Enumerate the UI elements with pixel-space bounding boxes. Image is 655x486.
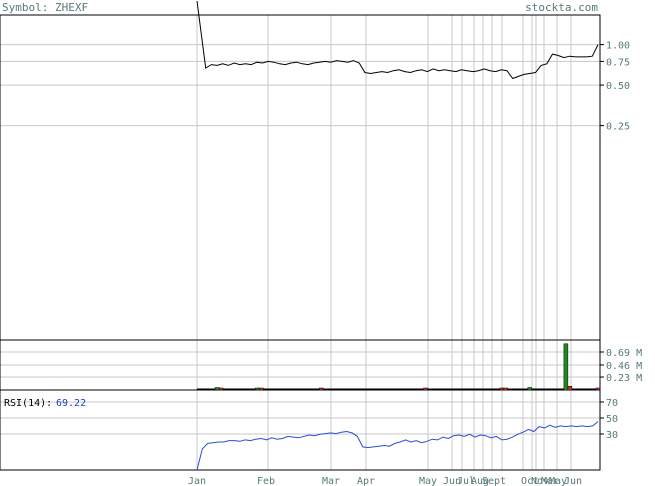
volume-bar — [595, 387, 601, 391]
price-tick-label: 0.50 — [606, 81, 630, 92]
volume-bar — [563, 343, 569, 391]
x-tick-label: Jun — [564, 476, 582, 486]
volume-bar — [503, 387, 509, 391]
price-tick-label: 0.75 — [606, 57, 630, 68]
volume-tick-label: 0.69 M — [606, 348, 642, 359]
x-tick-label: Oct — [521, 476, 539, 486]
rsi-tick-label: 50 — [606, 414, 618, 425]
volume-bar — [218, 387, 224, 391]
volume-axis: 0.69 M 0.46 M0.23 M — [600, 348, 642, 384]
volume-bar — [214, 387, 220, 391]
site-label: stockta.com — [525, 1, 598, 14]
volume-bar — [423, 387, 428, 391]
rsi-label: RSI(14): — [4, 398, 52, 409]
rsi-tick-label: 30 — [606, 430, 618, 441]
x-tick-label: May — [419, 476, 437, 486]
x-tick-label: Feb — [257, 476, 275, 486]
volume-bars — [197, 343, 601, 391]
x-tick-label: Mar — [541, 476, 559, 486]
price-axis: 1.00 0.75 0.50 0.25 — [600, 41, 630, 133]
volume-bar — [319, 387, 324, 391]
rsi-panel — [0, 389, 601, 471]
rsi-series-line — [196, 421, 599, 471]
volume-bar — [254, 387, 260, 391]
x-tick-label: Jun — [443, 476, 461, 486]
volume-bar — [499, 387, 505, 391]
x-tick-label: Mar — [322, 476, 340, 486]
volume-bar — [258, 387, 264, 391]
price-tick-label: 1.00 — [606, 41, 630, 52]
rsi-axis: 70 50 30 — [600, 398, 618, 441]
volume-bar — [567, 386, 573, 391]
volume-tick-label: 0.23 M — [606, 373, 642, 384]
price-tick-label: 0.25 — [606, 122, 630, 133]
rsi-tick-label: 70 — [606, 398, 618, 409]
x-tick-label: Jul — [457, 476, 475, 486]
x-tick-label: Aug — [471, 476, 489, 486]
symbol-label: Symbol: ZHEXF — [2, 1, 88, 14]
x-tick-label: Sept — [482, 476, 506, 486]
x-tick-label: Nov — [531, 476, 549, 486]
x-tick-label: May — [549, 476, 567, 486]
x-tick-label: Apr — [357, 476, 375, 486]
rsi-current-value: 69.22 — [56, 398, 86, 409]
volume-tick-label: 0.46 M — [606, 361, 642, 372]
volume-bar — [527, 387, 533, 391]
price-series-line — [196, 0, 599, 80]
grid — [0, 15, 600, 470]
x-tick-label: Jan — [188, 476, 206, 486]
price-panel — [0, 14, 601, 341]
